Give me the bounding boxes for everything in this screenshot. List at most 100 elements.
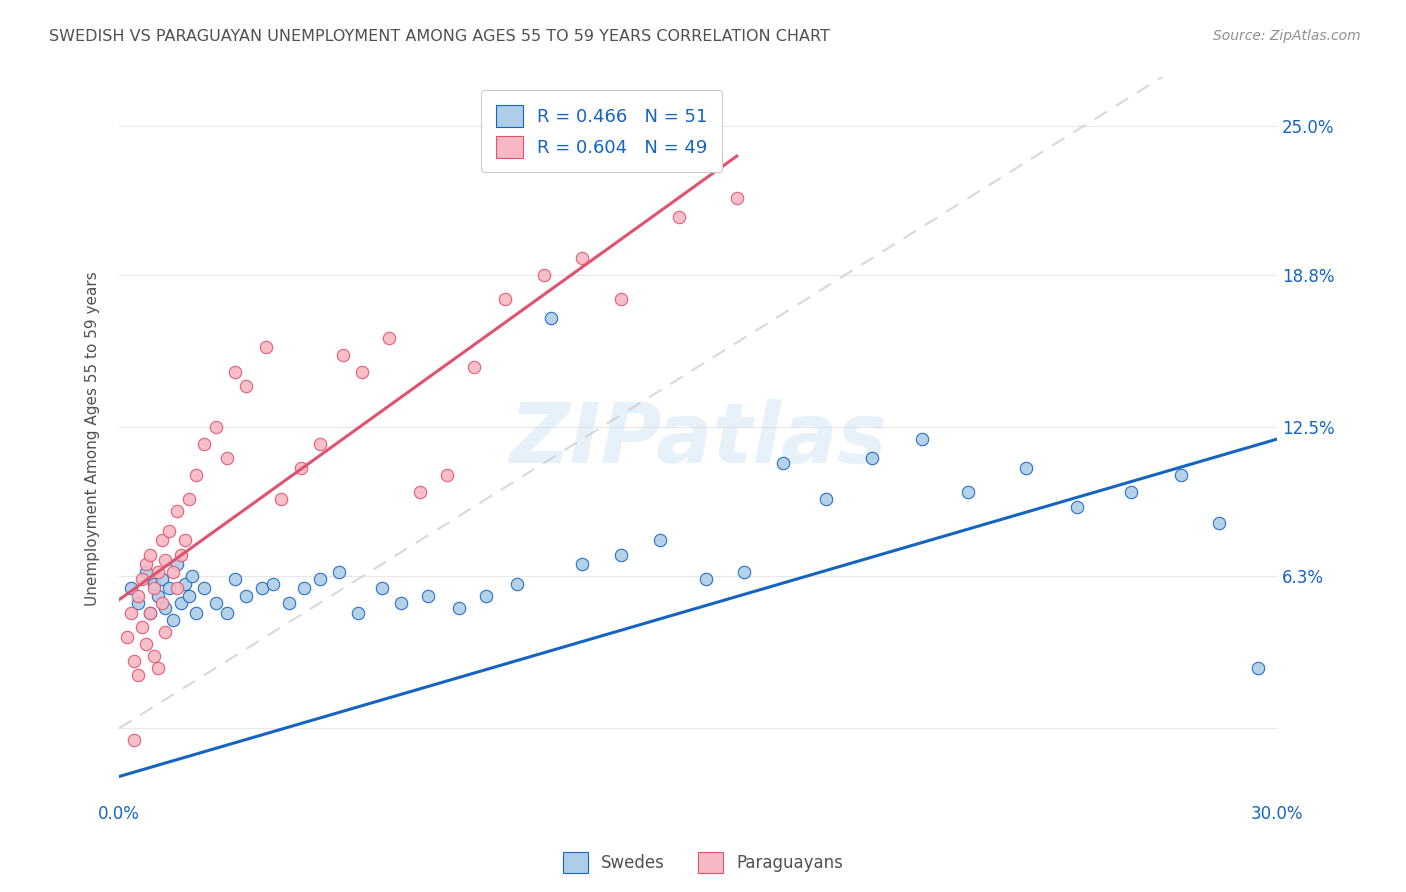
Y-axis label: Unemployment Among Ages 55 to 59 years: Unemployment Among Ages 55 to 59 years xyxy=(86,272,100,607)
Point xyxy=(120,582,142,596)
Point xyxy=(150,596,173,610)
Point xyxy=(142,648,165,663)
Point xyxy=(911,432,934,446)
Point xyxy=(292,582,315,596)
Point xyxy=(157,524,180,538)
Point xyxy=(308,572,330,586)
Point xyxy=(235,379,257,393)
Point xyxy=(1119,485,1142,500)
Point xyxy=(533,268,555,282)
Point xyxy=(1015,461,1038,475)
Point xyxy=(131,620,153,634)
Point xyxy=(328,565,350,579)
Point xyxy=(120,606,142,620)
Point xyxy=(142,582,165,596)
Legend: R = 0.466   N = 51, R = 0.604   N = 49: R = 0.466 N = 51, R = 0.604 N = 49 xyxy=(481,90,723,172)
Point xyxy=(127,589,149,603)
Point xyxy=(506,576,529,591)
Point xyxy=(181,569,204,583)
Point xyxy=(124,733,146,747)
Point xyxy=(1247,661,1270,675)
Point xyxy=(166,582,188,596)
Point xyxy=(308,437,330,451)
Point xyxy=(475,589,498,603)
Point xyxy=(173,576,195,591)
Point xyxy=(139,548,162,562)
Point xyxy=(494,292,516,306)
Point xyxy=(436,468,458,483)
Point xyxy=(127,668,149,682)
Point xyxy=(290,461,312,475)
Point xyxy=(155,552,177,566)
Point xyxy=(957,485,980,500)
Point xyxy=(124,654,146,668)
Point xyxy=(725,191,748,205)
Point xyxy=(115,630,138,644)
Point xyxy=(186,606,208,620)
Point xyxy=(162,613,184,627)
Point xyxy=(170,596,193,610)
Text: ZIPatlas: ZIPatlas xyxy=(509,399,887,480)
Point xyxy=(447,600,470,615)
Point xyxy=(610,548,633,562)
Point xyxy=(166,504,188,518)
Point xyxy=(277,596,299,610)
Point xyxy=(860,451,883,466)
Point xyxy=(193,582,215,596)
Point xyxy=(648,533,671,548)
Point xyxy=(131,572,153,586)
Point xyxy=(610,292,633,306)
Point xyxy=(540,311,562,326)
Point xyxy=(150,572,173,586)
Point xyxy=(772,456,794,470)
Point xyxy=(204,596,226,610)
Point xyxy=(695,572,717,586)
Point xyxy=(139,606,162,620)
Point xyxy=(378,331,401,345)
Point xyxy=(127,596,149,610)
Point xyxy=(352,365,374,379)
Text: SWEDISH VS PARAGUAYAN UNEMPLOYMENT AMONG AGES 55 TO 59 YEARS CORRELATION CHART: SWEDISH VS PARAGUAYAN UNEMPLOYMENT AMONG… xyxy=(49,29,830,44)
Point xyxy=(157,582,180,596)
Point xyxy=(162,565,184,579)
Point xyxy=(155,624,177,639)
Point xyxy=(173,533,195,548)
Point xyxy=(146,589,169,603)
Legend: Swedes, Paraguayans: Swedes, Paraguayans xyxy=(555,846,851,880)
Point xyxy=(389,596,412,610)
Point xyxy=(224,365,246,379)
Point xyxy=(416,589,439,603)
Point xyxy=(204,420,226,434)
Point xyxy=(217,606,239,620)
Point xyxy=(150,533,173,548)
Point xyxy=(177,589,200,603)
Point xyxy=(135,637,157,651)
Point xyxy=(814,492,837,507)
Point xyxy=(170,548,193,562)
Point xyxy=(1208,516,1230,531)
Point xyxy=(166,558,188,572)
Point xyxy=(155,600,177,615)
Point xyxy=(332,348,354,362)
Point xyxy=(217,451,239,466)
Point xyxy=(1066,500,1088,514)
Point xyxy=(235,589,257,603)
Point xyxy=(186,468,208,483)
Point xyxy=(347,606,370,620)
Point xyxy=(224,572,246,586)
Point xyxy=(250,582,273,596)
Point xyxy=(370,582,392,596)
Point xyxy=(668,211,690,225)
Point xyxy=(139,606,162,620)
Point xyxy=(734,565,756,579)
Point xyxy=(571,558,593,572)
Point xyxy=(135,558,157,572)
Point xyxy=(193,437,215,451)
Point xyxy=(463,359,485,374)
Point xyxy=(177,492,200,507)
Point xyxy=(146,661,169,675)
Point xyxy=(146,565,169,579)
Point xyxy=(571,252,593,266)
Point xyxy=(254,340,277,354)
Point xyxy=(270,492,292,507)
